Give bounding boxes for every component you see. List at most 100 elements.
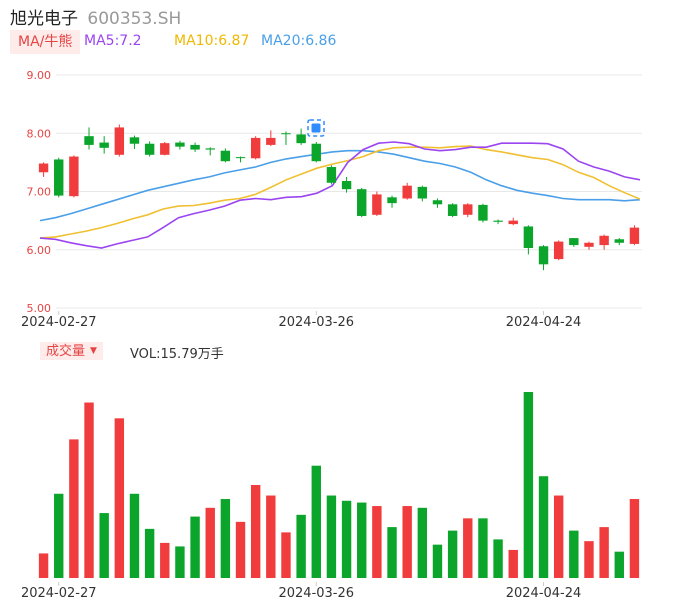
candle-body (629, 227, 640, 244)
volume-bar (326, 495, 337, 578)
chevron-down-icon: ▼ (90, 346, 97, 356)
y-tick-label: 5.00 (27, 302, 52, 315)
candle-body (553, 241, 564, 260)
candle-body (190, 144, 200, 150)
volume-bar (357, 502, 367, 578)
price-axis: 9.00 8.00 7.00 6.00 5.00 (27, 69, 52, 315)
candle-body (387, 197, 397, 204)
stock-name: 旭光电子 (10, 9, 78, 29)
candle-body (357, 189, 367, 216)
price-grid (56, 74, 642, 309)
candle-body (144, 143, 155, 155)
date-axis: 2024-02-27 2024-02-27 2024-03-26 2024-03-26… (21, 311, 581, 601)
volume-tab-label: 成交量 (46, 344, 86, 359)
candle-body (84, 136, 94, 145)
volume-bar (523, 392, 534, 578)
volume-value: VOL:15.79万手 (130, 347, 224, 362)
volume-bar (311, 465, 321, 578)
candle-body (296, 134, 306, 144)
candle-body (417, 186, 428, 199)
volume-bar (220, 499, 231, 578)
candle-body (38, 163, 49, 173)
candle-body (160, 143, 170, 155)
candle-body (220, 150, 231, 162)
candle-body (372, 194, 382, 215)
volume-bar (129, 493, 140, 578)
x-tick-label: 2024-03-26 (278, 586, 354, 601)
volume-bar (569, 530, 579, 578)
candle-body (538, 246, 549, 265)
candle-body (266, 137, 276, 145)
candle-body (205, 148, 215, 150)
candle-body (311, 143, 321, 162)
volume-bar (493, 539, 503, 578)
candle-body (114, 127, 125, 155)
candle-body (508, 220, 518, 225)
candle-body (463, 204, 473, 215)
candle-body (54, 159, 64, 196)
x-tick-label: 2024-02-27 (21, 315, 97, 330)
volume-bar (266, 495, 276, 578)
volume-bar (463, 518, 473, 578)
volume-bar (160, 542, 170, 578)
ma10-line (39, 145, 641, 239)
y-tick-label: 9.00 (27, 69, 52, 82)
candle-body (341, 181, 352, 190)
candle-body (99, 142, 109, 148)
moving-average-lines (39, 141, 641, 249)
candle-body (599, 235, 609, 246)
candlesticks (38, 124, 640, 271)
volume-bar (190, 516, 200, 578)
volume-bar (553, 495, 564, 578)
x-tick-label: 2024-02-27 (21, 586, 97, 601)
volume-bar (508, 549, 518, 578)
y-tick-label: 8.00 (27, 127, 52, 140)
volume-bar (629, 499, 640, 578)
volume-bar (250, 485, 261, 578)
x-tick-label: 2024-03-26 (278, 315, 354, 330)
x-tick-label: 2024-04-24 (506, 315, 582, 330)
volume-bar (341, 500, 352, 578)
volume-bars (38, 392, 640, 578)
stock-title: 旭光电子 600353.SH (10, 4, 181, 29)
volume-bar (417, 507, 428, 578)
candle-body (69, 156, 79, 197)
volume-bar (84, 402, 94, 578)
candle-body (129, 137, 140, 144)
volume-bar (538, 476, 549, 578)
volume-bar (175, 546, 185, 578)
volume-bar (296, 514, 306, 578)
candle-body (326, 167, 337, 183)
candle-body (569, 238, 579, 246)
ma20-line (39, 149, 641, 222)
y-tick-label: 7.00 (27, 186, 52, 199)
candle-body (432, 200, 443, 205)
volume-bar (38, 553, 49, 578)
candle-body (493, 220, 503, 222)
volume-bar (235, 521, 246, 578)
x-tick-label: 2024-04-24 (506, 586, 582, 601)
ma-indicator-tab[interactable]: MA/牛熊 (10, 30, 81, 54)
volume-bar (54, 493, 64, 578)
crosshair-marker-icon (307, 119, 325, 137)
volume-bar (478, 518, 488, 578)
volume-bar (584, 541, 594, 578)
candle-body (447, 204, 458, 216)
volume-bar (69, 439, 79, 578)
candle-body (281, 133, 291, 135)
y-tick-label: 6.00 (27, 244, 52, 257)
volume-bar (99, 513, 109, 578)
ma5-line (39, 141, 641, 249)
volume-bar (281, 532, 291, 578)
volume-bar (205, 507, 215, 578)
ma10-legend: MA10:6.87 (174, 33, 250, 49)
candle-body (523, 226, 534, 249)
volume-bar (144, 528, 155, 578)
candle-body (614, 239, 624, 243)
stock-code: 600353.SH (87, 9, 182, 29)
candle-body (235, 157, 246, 159)
volume-bar (614, 551, 624, 578)
volume-bar (402, 506, 412, 578)
volume-indicator-tab[interactable]: 成交量 ▼ (40, 342, 103, 360)
